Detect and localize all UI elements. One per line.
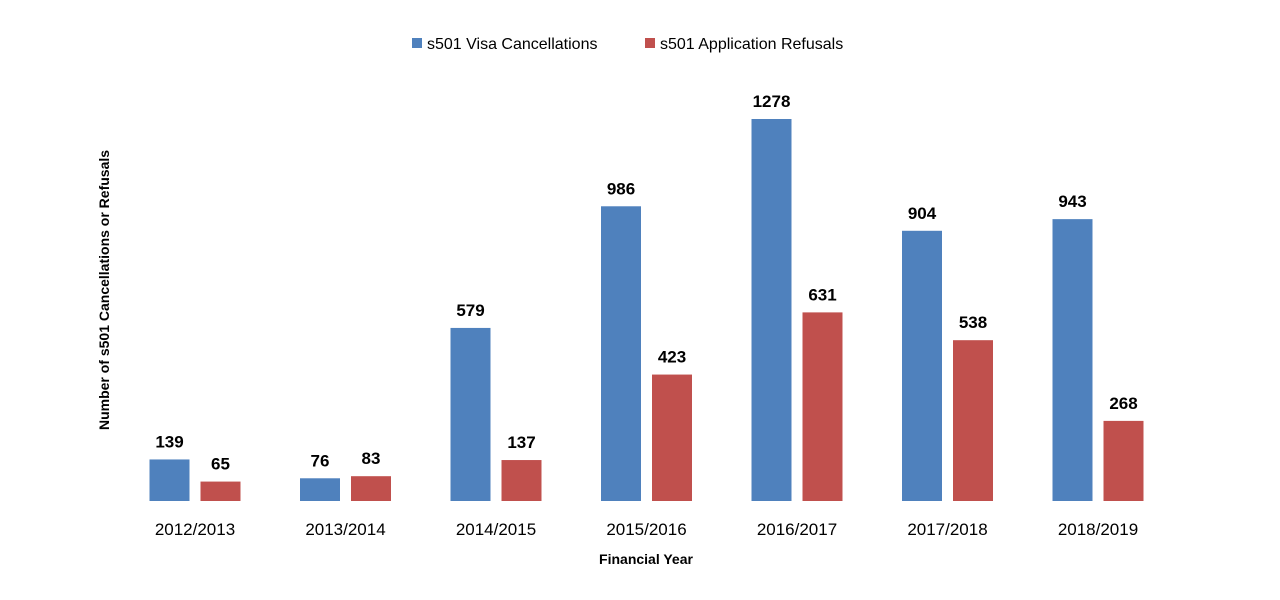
legend-label: s501 Application Refusals <box>660 36 843 53</box>
bar-cancellations <box>601 206 641 501</box>
data-label: 83 <box>362 449 381 468</box>
data-label: 904 <box>908 204 937 223</box>
data-label: 268 <box>1109 394 1137 413</box>
bar-cancellations <box>1052 219 1093 501</box>
data-label: 579 <box>456 301 484 320</box>
x-tick-label: 2015/2016 <box>606 520 686 539</box>
data-label: 1278 <box>753 92 791 111</box>
x-tick-label: 2013/2014 <box>305 520 385 539</box>
legend-swatch <box>412 38 422 48</box>
data-label: 986 <box>607 179 635 198</box>
legend-label: s501 Visa Cancellations <box>427 36 597 53</box>
legend-swatch <box>645 38 655 48</box>
x-axis-ticks: 2012/2013 2013/2014 2014/2015 2015/2016 2016… <box>155 520 1138 539</box>
data-label: 631 <box>808 285 836 304</box>
x-axis-title: Financial Year <box>599 551 693 567</box>
bar-refusals <box>1103 420 1144 501</box>
bar-cancellations <box>751 119 792 501</box>
x-tick-label: 2018/2019 <box>1058 520 1138 539</box>
legend: s501 Visa Cancellations s501 Application … <box>412 36 843 53</box>
bars: 139 65 76 83 579 137 986 423 1278 631 904 538 943 268 <box>149 92 1144 502</box>
bar-refusals <box>200 481 241 501</box>
bar-cancellations <box>902 230 942 502</box>
data-label: 65 <box>211 455 230 474</box>
bar-refusals <box>802 312 843 501</box>
bar-refusals <box>501 460 542 501</box>
data-label: 139 <box>155 432 183 451</box>
data-label: 137 <box>507 433 535 452</box>
data-label: 423 <box>658 348 686 367</box>
data-label: 943 <box>1058 192 1086 211</box>
x-tick-label: 2012/2013 <box>155 520 235 539</box>
x-tick-label: 2016/2017 <box>757 520 837 539</box>
bar-refusals <box>953 340 993 501</box>
y-axis-title: Number of s501 Cancellations or Refusals <box>96 150 112 430</box>
data-label: 76 <box>311 451 330 470</box>
bar-cancellations <box>149 459 190 501</box>
bar-cancellations <box>300 478 340 501</box>
bar-refusals <box>652 374 692 501</box>
x-tick-label: 2014/2015 <box>456 520 536 539</box>
bar-cancellations <box>450 327 491 501</box>
x-tick-label: 2017/2018 <box>907 520 987 539</box>
bar-refusals <box>351 476 391 501</box>
data-label: 538 <box>959 313 987 332</box>
